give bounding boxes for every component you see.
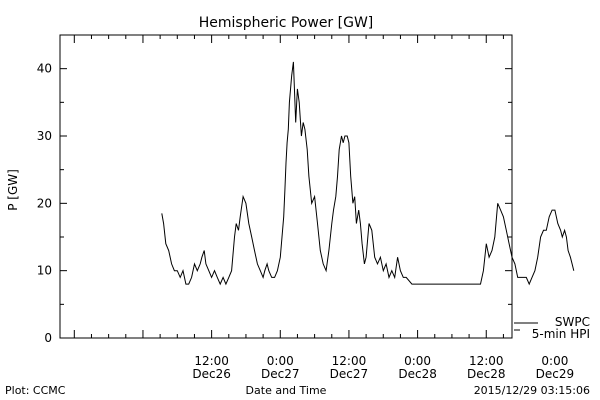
y-tick-labels: 0 10 20 30 40 bbox=[37, 62, 52, 345]
plot-frame bbox=[59, 34, 513, 339]
x-tick-label-time: 0:00 bbox=[267, 354, 294, 368]
x-tick-label-time: 12:00 bbox=[332, 354, 367, 368]
y-tick-label: 40 bbox=[37, 62, 52, 76]
x-tick-label-date: Dec28 bbox=[398, 367, 437, 381]
x-tick-label-date: Dec27 bbox=[330, 367, 369, 381]
x-tick-label-time: 0:00 bbox=[404, 354, 431, 368]
x-tick-label-date: Dec27 bbox=[261, 367, 300, 381]
hemispheric-power-line bbox=[161, 61, 575, 286]
x-axis-label: Date and Time bbox=[245, 384, 327, 397]
x-tick-label-time: 12:00 bbox=[194, 354, 229, 368]
y-tick-label: 30 bbox=[37, 129, 52, 143]
x-tick-label-date: Dec29 bbox=[536, 367, 575, 381]
plot-timestamp: 2015/12/29 03:15:06 bbox=[473, 384, 590, 397]
axis-ticks bbox=[60, 34, 512, 339]
y-tick-label: 20 bbox=[37, 196, 52, 210]
x-tick-label-date: Dec28 bbox=[467, 367, 506, 381]
y-axis-label: P [GW] bbox=[6, 169, 20, 211]
legend-swpc-label: SWPC bbox=[555, 315, 590, 329]
y-tick-label: 0 bbox=[44, 331, 52, 345]
y-tick-label: 10 bbox=[37, 264, 52, 278]
chart-title: Hemispheric Power [GW] bbox=[199, 15, 374, 31]
plot-credit: Plot: CCMC bbox=[5, 384, 66, 397]
x-tick-labels: 12:00Dec260:00Dec2712:00Dec270:00Dec2812… bbox=[192, 354, 574, 381]
legend-hpi-label: 5-min HPI bbox=[532, 327, 590, 341]
x-tick-label-date: Dec26 bbox=[192, 367, 231, 381]
x-tick-label-time: 12:00 bbox=[469, 354, 504, 368]
x-tick-label-time: 0:00 bbox=[541, 354, 568, 368]
